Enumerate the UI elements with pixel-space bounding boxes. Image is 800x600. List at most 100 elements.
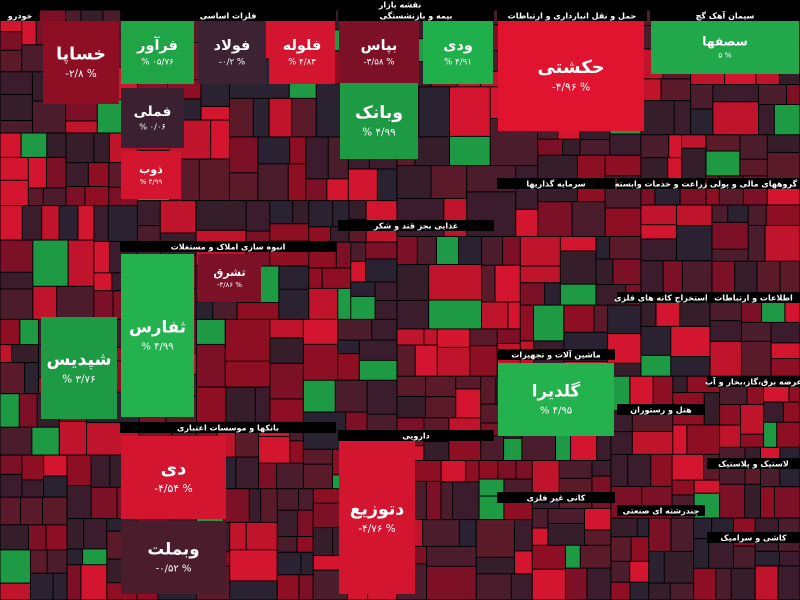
minor-tile: [397, 345, 415, 376]
minor-tile: [427, 566, 476, 600]
minor-tile: [293, 201, 309, 224]
sector-header-bar: [497, 10, 647, 21]
minor-tile: [479, 479, 504, 496]
sector-header-bar: [707, 292, 800, 303]
stock-tile[interactable]: [43, 21, 119, 104]
minor-tile: [0, 427, 32, 455]
minor-tile: [288, 164, 306, 201]
stock-tile[interactable]: [651, 21, 799, 74]
minor-tile: [426, 376, 456, 397]
minor-tile: [270, 319, 303, 338]
minor-tile: [713, 85, 758, 102]
minor-tile: [649, 583, 670, 600]
minor-tile: [456, 376, 481, 389]
minor-tile: [664, 551, 694, 583]
minor-tile: [596, 259, 613, 285]
minor-tile: [12, 345, 38, 363]
sector-header-bar: [120, 10, 336, 21]
minor-tile: [32, 427, 59, 455]
minor-tile: [237, 303, 279, 319]
minor-tile: [611, 376, 630, 411]
minor-tile: [676, 226, 712, 261]
minor-tile: [641, 158, 668, 178]
sector-header: حمل و نقل انبارداری و ارتباطات: [508, 12, 637, 21]
minor-tile: [397, 300, 429, 329]
sector-header: عرضه برق،گاز،بخار و آب: [705, 377, 800, 387]
stock-tile[interactable]: [423, 21, 493, 84]
minor-tile: [276, 463, 303, 489]
minor-tile: [564, 305, 594, 332]
minor-tile: [532, 528, 548, 545]
stock-tile[interactable]: [198, 21, 266, 84]
minor-tile: [694, 539, 709, 568]
minor-tile: [29, 525, 46, 550]
sector-header-bar: [120, 422, 336, 433]
minor-tile: [375, 301, 397, 319]
minor-tile: [771, 359, 800, 376]
minor-tile: [0, 32, 22, 50]
stock-tile[interactable]: [198, 254, 261, 302]
minor-tile: [0, 121, 32, 133]
stock-change: % ۴/۹۵: [540, 405, 572, 416]
minor-tile: [226, 387, 255, 422]
minor-tile: [372, 319, 397, 340]
sector-header-bar: [0, 10, 40, 21]
minor-tile: [22, 45, 47, 72]
minor-tile: [290, 441, 303, 463]
minor-tile: [21, 133, 47, 157]
stock-tile[interactable]: [339, 21, 419, 84]
minor-tile: [91, 487, 117, 519]
minor-tile: [225, 361, 270, 387]
map-title: نقشه بازار: [378, 1, 422, 10]
minor-tile: [669, 135, 682, 158]
stock-tile[interactable]: [498, 21, 644, 131]
minor-tile: [453, 482, 479, 520]
minor-tile: [534, 305, 564, 341]
sector-header: ماشین آلات و تجهیزات: [511, 350, 600, 360]
sector-header-bar: [338, 220, 494, 231]
stock-tile[interactable]: [121, 151, 181, 199]
minor-tile: [88, 163, 109, 187]
minor-tile: [415, 345, 437, 376]
stock-tile[interactable]: [498, 363, 614, 436]
minor-tile: [632, 431, 673, 454]
stock-change: % ۴/۹۹: [141, 341, 173, 352]
stock-tile[interactable]: [121, 21, 194, 84]
minor-tile: [0, 550, 30, 583]
minor-tile: [335, 380, 367, 412]
sector-header-bar: [338, 10, 494, 21]
minor-tile: [641, 79, 661, 101]
stock-tile[interactable]: [340, 83, 418, 159]
stock-tile[interactable]: [121, 436, 226, 519]
minor-tile: [476, 557, 514, 574]
minor-tile: [0, 474, 22, 497]
stock-change: -۴/۹۶ %: [552, 81, 591, 94]
minor-tile: [351, 282, 375, 296]
minor-tile: [78, 206, 94, 240]
stock-tile[interactable]: [121, 254, 194, 417]
minor-tile: [778, 566, 800, 600]
minor-tile: [608, 305, 641, 334]
minor-tile: [338, 319, 372, 340]
minor-tile: [0, 525, 29, 550]
minor-tile: [682, 135, 706, 148]
minor-tile: [313, 503, 342, 528]
minor-tile: [67, 485, 91, 519]
minor-tile: [663, 261, 682, 293]
stock-tile[interactable]: [41, 317, 117, 419]
minor-tile: [258, 164, 288, 201]
minor-tile: [0, 289, 33, 319]
minor-tile: [313, 489, 342, 503]
minor-tile: [306, 137, 328, 179]
stock-tile[interactable]: [121, 88, 184, 148]
stock-tile[interactable]: [269, 21, 335, 84]
minor-tile: [160, 201, 196, 233]
minor-tile: [611, 561, 630, 582]
minor-tile: [44, 455, 67, 476]
stock-change: -۴/۷۶ %: [358, 523, 395, 535]
minor-tile: [559, 460, 592, 478]
stock-tile[interactable]: [339, 441, 415, 594]
stock-name: تشرق: [213, 266, 245, 279]
stock-name: فلوله: [283, 38, 322, 54]
stock-tile[interactable]: [121, 521, 226, 594]
